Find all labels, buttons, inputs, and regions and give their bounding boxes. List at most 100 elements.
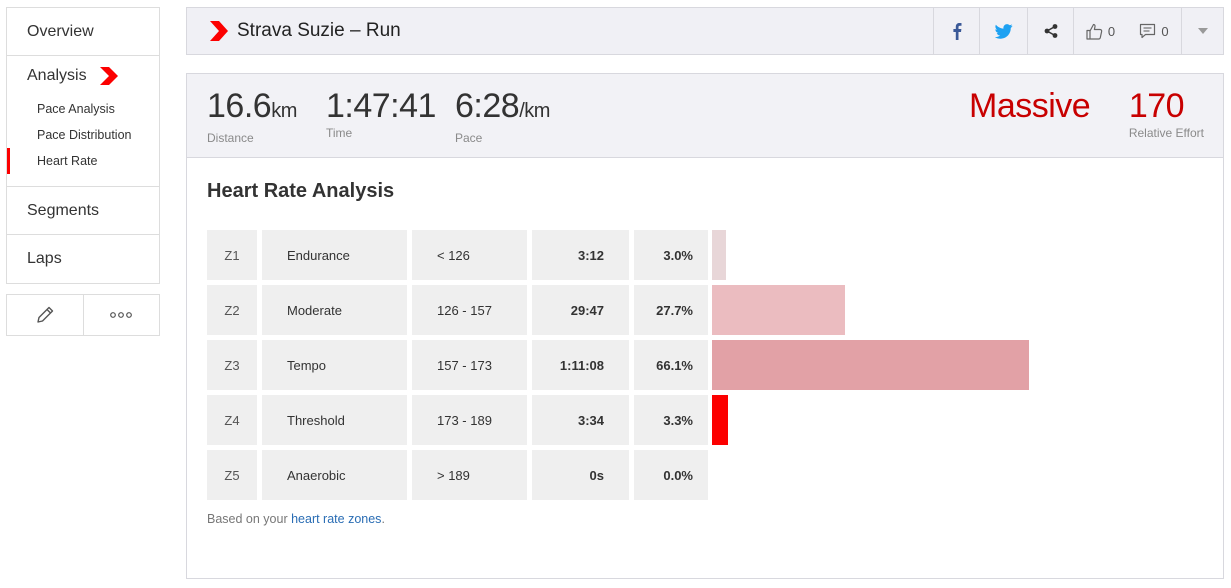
sidebar-item-segments[interactable]: Segments: [7, 187, 159, 235]
zone-row: Z3 Tempo 157 - 173 1:11:08 66.1%: [207, 340, 1042, 390]
section-title: Heart Rate Analysis: [207, 180, 395, 202]
kudos-button[interactable]: 0: [1073, 8, 1127, 54]
subnav-item-label: Heart Rate: [37, 154, 98, 168]
zone-range: < 126: [412, 230, 527, 280]
footnote: Based on your heart rate zones.: [207, 512, 385, 526]
stat-time-label: Time: [326, 126, 353, 140]
stat-relative-effort[interactable]: 170 Relative Effort: [1129, 88, 1204, 140]
zone-name: Threshold: [262, 395, 407, 445]
zone-bar: [712, 340, 1029, 390]
activity-title: Strava Suzie – Run: [187, 20, 933, 42]
comment-icon: [1140, 23, 1156, 39]
facebook-share-button[interactable]: [933, 8, 979, 54]
subnav-item-pace-distribution[interactable]: Pace Distribution: [7, 122, 159, 148]
stat-distance-value-line: 16.6km: [207, 88, 297, 129]
zone-row: Z2 Moderate 126 - 157 29:47 27.7%: [207, 285, 1042, 335]
zone-bar-track: [712, 340, 1042, 390]
stat-time-value: 1:47:41: [326, 87, 436, 125]
sidebar-item-analysis: Analysis Pace Analysis Pace Distribution…: [7, 56, 159, 187]
sidebar-item-overview[interactable]: Overview: [7, 8, 159, 56]
facebook-icon: [952, 23, 961, 40]
more-button[interactable]: [82, 295, 160, 335]
stat-time: 1:47:41 Time: [326, 88, 436, 140]
zone-percent: 27.7%: [634, 285, 708, 335]
relative-effort-value: 170: [1128, 87, 1185, 125]
sidebar-item-analysis-header[interactable]: Analysis: [7, 56, 159, 96]
thumbs-up-icon: [1086, 23, 1103, 40]
activity-tools: [6, 294, 160, 336]
zone-row: Z5 Anaerobic > 189 0s 0.0%: [207, 450, 1042, 500]
zone-bar-track: [712, 450, 1042, 500]
stat-pace-value: 6:28: [455, 87, 520, 125]
zone-percent: 3.3%: [634, 395, 708, 445]
subnav-item-pace-analysis[interactable]: Pace Analysis: [7, 96, 159, 122]
zone-label: Z5: [207, 450, 257, 500]
zone-time: 0s: [532, 450, 629, 500]
comment-count: 0: [1161, 23, 1169, 39]
subnav-item-label: Pace Analysis: [37, 102, 115, 116]
comments-button[interactable]: 0: [1127, 8, 1181, 54]
subnav-item-heart-rate[interactable]: Heart Rate: [7, 148, 159, 174]
sidebar-nav: Overview Analysis Pace Analysis Pace Dis…: [6, 7, 160, 284]
zone-label: Z4: [207, 395, 257, 445]
heart-rate-zones-table: Z1 Endurance < 126 3:12 3.0% Z2 Moderate 126 - …: [207, 230, 1042, 505]
zone-bar: [712, 395, 728, 445]
zone-label: Z3: [207, 340, 257, 390]
zone-time: 3:12: [532, 230, 629, 280]
activity-header: Strava Suzie – Run 0: [186, 7, 1224, 55]
zone-label: Z2: [207, 285, 257, 335]
footnote-suffix: .: [381, 512, 385, 526]
subnav-item-label: Pace Distribution: [37, 128, 132, 142]
strava-chevron-icon: [210, 21, 228, 41]
zone-range: 126 - 157: [412, 285, 527, 335]
zone-percent: 3.0%: [634, 230, 708, 280]
sidebar-item-label: Segments: [27, 201, 100, 219]
analysis-panel: 16.6km Distance 1:47:41 Time 6:28/km Pac…: [186, 73, 1224, 579]
zone-percent: 0.0%: [634, 450, 708, 500]
effort-word: Massive: [969, 87, 1091, 125]
zone-time: 1:11:08: [532, 340, 629, 390]
twitter-share-button[interactable]: [979, 8, 1027, 54]
twitter-icon: [994, 23, 1013, 39]
zone-bar-track: [712, 230, 1042, 280]
zone-range: > 189: [412, 450, 527, 500]
stat-pace-unit: /km: [519, 100, 550, 122]
zone-bar: [712, 230, 726, 280]
zone-time: 3:34: [532, 395, 629, 445]
zone-name: Tempo: [262, 340, 407, 390]
footnote-prefix: Based on your: [207, 512, 292, 526]
sidebar-item-label: Laps: [27, 250, 62, 267]
sidebar: Overview Analysis Pace Analysis Pace Dis…: [6, 7, 160, 336]
more-actions-dropdown[interactable]: [1181, 8, 1223, 54]
activity-stats: 16.6km Distance 1:47:41 Time 6:28/km Pac…: [187, 74, 1223, 158]
more-icon: [110, 312, 133, 318]
chevron-right-icon: [99, 67, 118, 85]
kudos-count: 0: [1107, 23, 1116, 39]
share-button[interactable]: [1027, 8, 1073, 54]
stat-distance-value: 16.6: [207, 87, 272, 125]
analysis-subnav: Pace Analysis Pace Distribution Heart Ra…: [7, 96, 159, 186]
zone-label: Z1: [207, 230, 257, 280]
zone-percent: 66.1%: [634, 340, 708, 390]
zone-bar-track: [712, 285, 1042, 335]
zone-time: 29:47: [532, 285, 629, 335]
sidebar-item-label: Analysis: [27, 67, 87, 84]
zone-row: Z4 Threshold 173 - 189 3:34 3.3%: [207, 395, 1042, 445]
zone-row: Z1 Endurance < 126 3:12 3.0%: [207, 230, 1042, 280]
stat-distance-unit: km: [271, 100, 297, 122]
stat-pace-label: Pace: [455, 131, 483, 145]
stat-pace: 6:28/km Pace: [455, 88, 550, 145]
stat-pace-value-line: 6:28/km: [455, 88, 550, 129]
relative-effort-label: Relative Effort: [1128, 126, 1204, 140]
caret-down-icon: [1197, 28, 1208, 34]
heart-rate-zones-link[interactable]: heart rate zones: [291, 512, 382, 526]
zone-bar: [712, 285, 845, 335]
zone-range: 157 - 173: [412, 340, 527, 390]
edit-button[interactable]: [7, 295, 83, 335]
sidebar-item-laps[interactable]: Laps: [7, 235, 159, 283]
zone-name: Anaerobic: [262, 450, 407, 500]
stat-distance: 16.6km Distance: [207, 88, 297, 145]
zone-bar-track: [712, 395, 1042, 445]
zone-name: Endurance: [262, 230, 407, 280]
page-title: Strava Suzie – Run: [237, 20, 401, 41]
